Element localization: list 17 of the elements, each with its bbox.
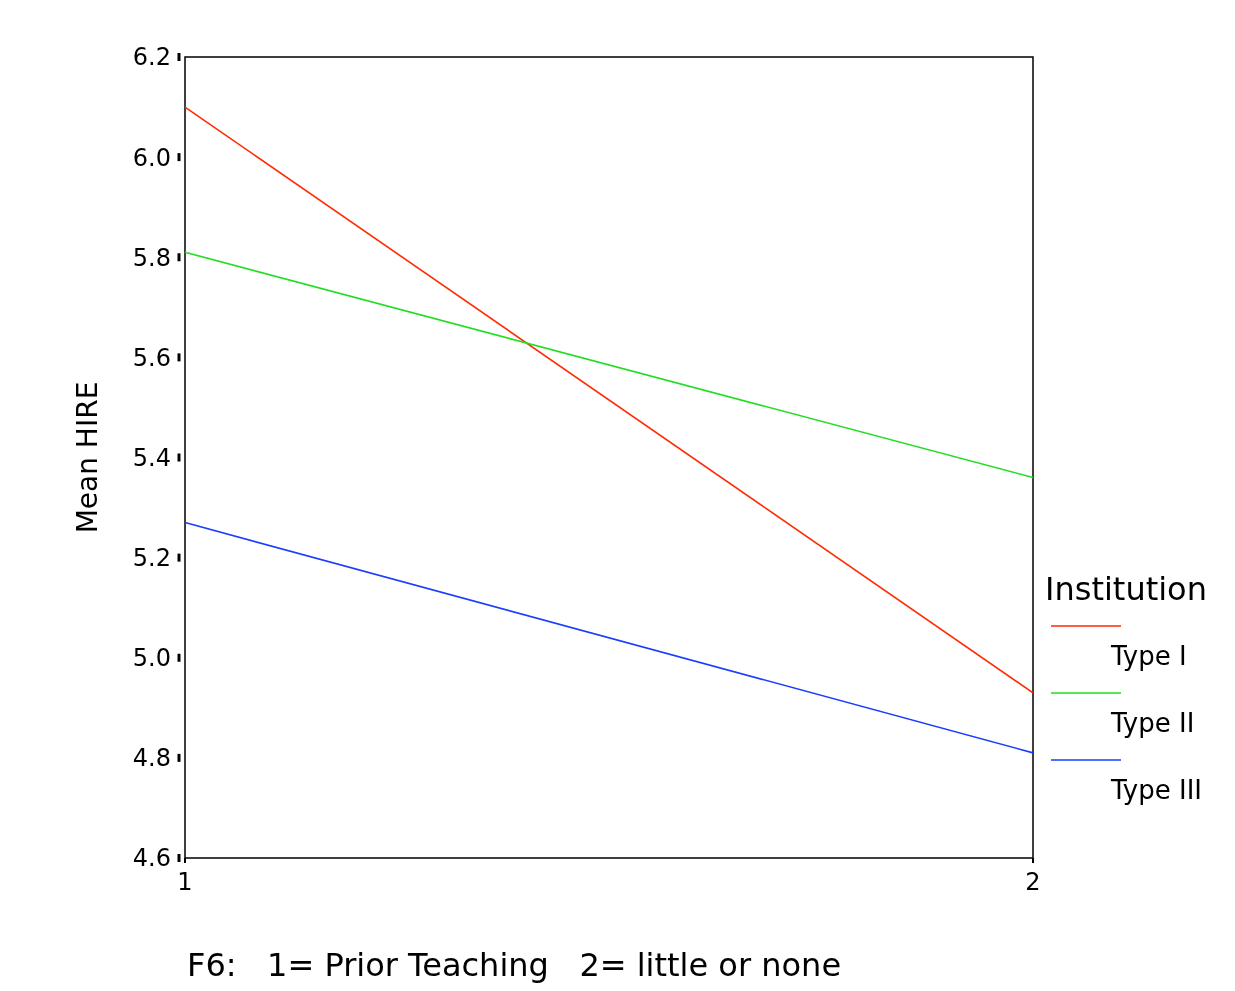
x-tick-label: 1 <box>177 868 193 896</box>
x-tick-label: 2 <box>1025 868 1041 896</box>
y-tick-label: 5.2 <box>132 544 171 573</box>
y-tick-label: 4.8 <box>132 744 171 773</box>
x-axis-title: F6: 1= Prior Teaching 2= little or none <box>187 946 842 984</box>
y-tick-label: 6.0 <box>132 143 171 172</box>
y-tick-label: 4.6 <box>132 844 171 873</box>
y-tick-label: 5.6 <box>132 343 171 372</box>
y-tick-label: 6.2 <box>132 43 171 72</box>
legend-label: Type I <box>1110 641 1187 671</box>
y-tick-label: 5.4 <box>132 443 171 472</box>
legend-label: Type III <box>1110 775 1202 805</box>
y-tick-label: 5.0 <box>132 644 171 673</box>
y-axis-title: Mean HIRE <box>71 381 104 534</box>
legend-label: Type II <box>1110 708 1195 738</box>
y-tick-label: 5.8 <box>132 243 171 272</box>
legend-title: Institution <box>1045 570 1207 608</box>
